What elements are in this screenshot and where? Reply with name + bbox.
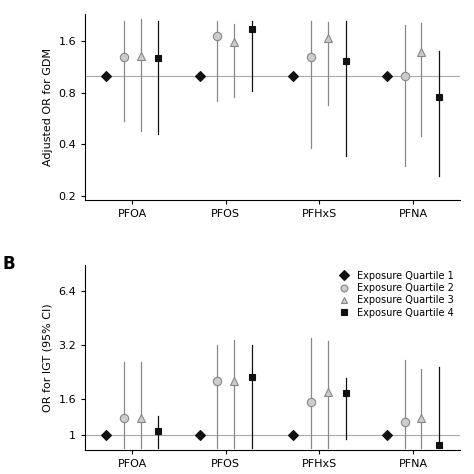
Legend: Exposure Quartile 1, Exposure Quartile 2, Exposure Quartile 3, Exposure Quartile: Exposure Quartile 1, Exposure Quartile 2… bbox=[334, 270, 455, 319]
Y-axis label: Adjusted OR for GDM: Adjusted OR for GDM bbox=[43, 48, 53, 166]
Text: B: B bbox=[3, 255, 16, 273]
Y-axis label: OR for IGT (95% CI): OR for IGT (95% CI) bbox=[43, 303, 53, 412]
